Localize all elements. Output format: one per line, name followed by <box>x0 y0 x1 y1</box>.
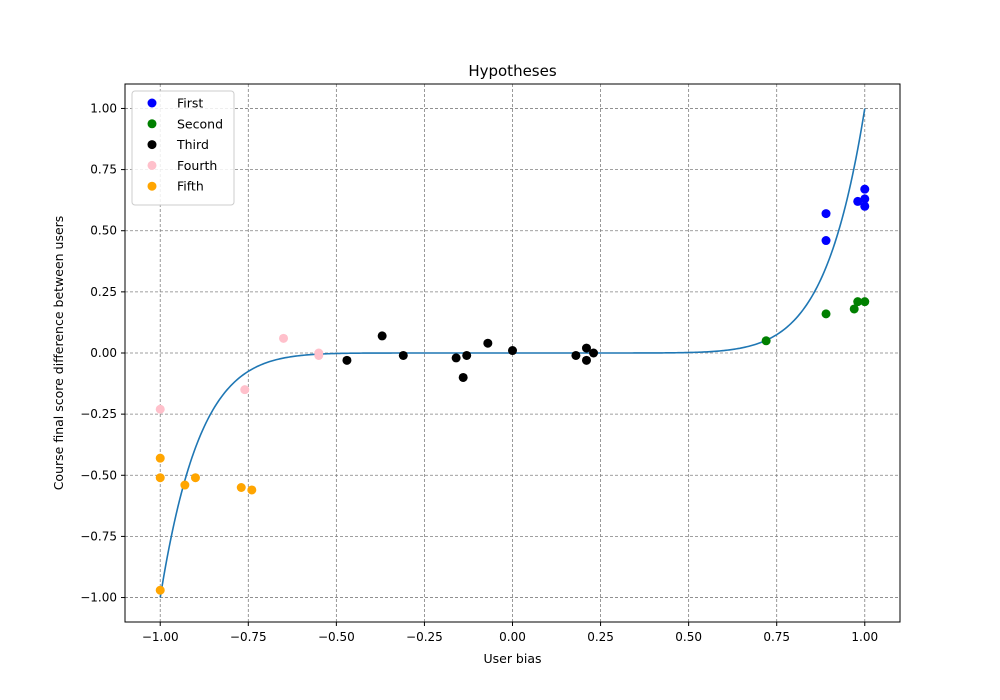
legend-marker <box>147 181 157 191</box>
legend: First Second Third Fourth Fifth <box>131 90 235 206</box>
data-point <box>279 333 289 343</box>
data-point <box>458 372 468 382</box>
data-point <box>190 473 200 483</box>
y-tick-label: 0.50 <box>90 224 117 238</box>
y-tick-label: −0.25 <box>80 407 117 421</box>
data-point <box>451 353 461 363</box>
data-point <box>761 336 771 346</box>
legend-label: Third <box>176 137 209 152</box>
data-point <box>155 453 165 463</box>
data-point <box>860 184 870 194</box>
data-point <box>821 209 831 219</box>
y-axis-ticks: −1.00 −0.75 −0.50 −0.25 0.00 0.25 0.50 0.75 1.00 <box>80 101 125 605</box>
data-point <box>508 346 517 356</box>
x-axis-ticks: −1.00 −0.75 −0.50 −0.25 0.00 0.25 0.50 0.75 1.00 <box>142 622 878 644</box>
x-tick-label: −1.00 <box>142 630 179 644</box>
data-point <box>581 355 591 365</box>
data-point <box>342 355 352 365</box>
data-point <box>462 350 472 360</box>
data-point <box>155 585 165 595</box>
y-tick-label: 0.25 <box>90 285 117 299</box>
legend-marker <box>147 119 157 129</box>
x-tick-label: 0.25 <box>587 630 614 644</box>
data-point <box>860 201 870 211</box>
data-point <box>821 236 831 246</box>
x-tick-label: −0.50 <box>318 630 355 644</box>
series-second <box>761 297 870 346</box>
data-point <box>853 196 863 206</box>
y-tick-label: 1.00 <box>90 101 117 115</box>
series-third <box>342 331 599 382</box>
series-first <box>821 184 870 246</box>
data-point <box>860 194 870 204</box>
y-tick-label: −1.00 <box>80 591 117 605</box>
x-tick-label: 1.00 <box>851 630 878 644</box>
data-point <box>236 483 246 492</box>
x-tick-label: −0.25 <box>406 630 443 644</box>
y-tick-label: 0.00 <box>90 346 117 360</box>
legend-marker <box>147 98 157 108</box>
x-axis-title: User bias <box>483 651 541 666</box>
y-tick-label: −0.50 <box>80 468 117 482</box>
data-point <box>180 480 190 490</box>
data-point <box>398 350 408 360</box>
x-tick-label: −0.75 <box>230 630 267 644</box>
legend-label: First <box>177 96 203 111</box>
y-tick-label: −0.75 <box>80 529 117 543</box>
data-point <box>571 350 581 360</box>
data-point <box>860 297 870 307</box>
data-point <box>581 343 591 353</box>
x-tick-label: 0.00 <box>499 630 526 644</box>
data-point <box>314 350 324 360</box>
legend-label: Fourth <box>177 158 217 173</box>
legend-marker <box>147 160 157 170</box>
legend-label: Second <box>177 116 223 131</box>
data-point <box>483 338 493 348</box>
series-fifth <box>155 453 257 595</box>
data-point <box>240 385 250 395</box>
data-point <box>589 348 599 358</box>
data-point <box>155 473 165 483</box>
legend-box <box>131 90 235 206</box>
legend-marker <box>147 140 157 150</box>
data-point <box>821 309 831 319</box>
x-tick-label: 0.75 <box>763 630 790 644</box>
x-tick-label: 0.50 <box>675 630 702 644</box>
chart-title: Hypotheses <box>468 62 557 80</box>
y-axis-title: Course final score difference between us… <box>51 216 66 491</box>
data-point <box>849 304 859 314</box>
data-point <box>377 331 387 341</box>
data-point <box>155 404 165 414</box>
data-point <box>247 485 257 495</box>
y-tick-label: 0.75 <box>90 163 117 177</box>
legend-label: Fifth <box>177 179 204 194</box>
data-points-layer <box>155 184 870 595</box>
series-fourth <box>155 333 324 414</box>
data-point <box>853 297 863 307</box>
